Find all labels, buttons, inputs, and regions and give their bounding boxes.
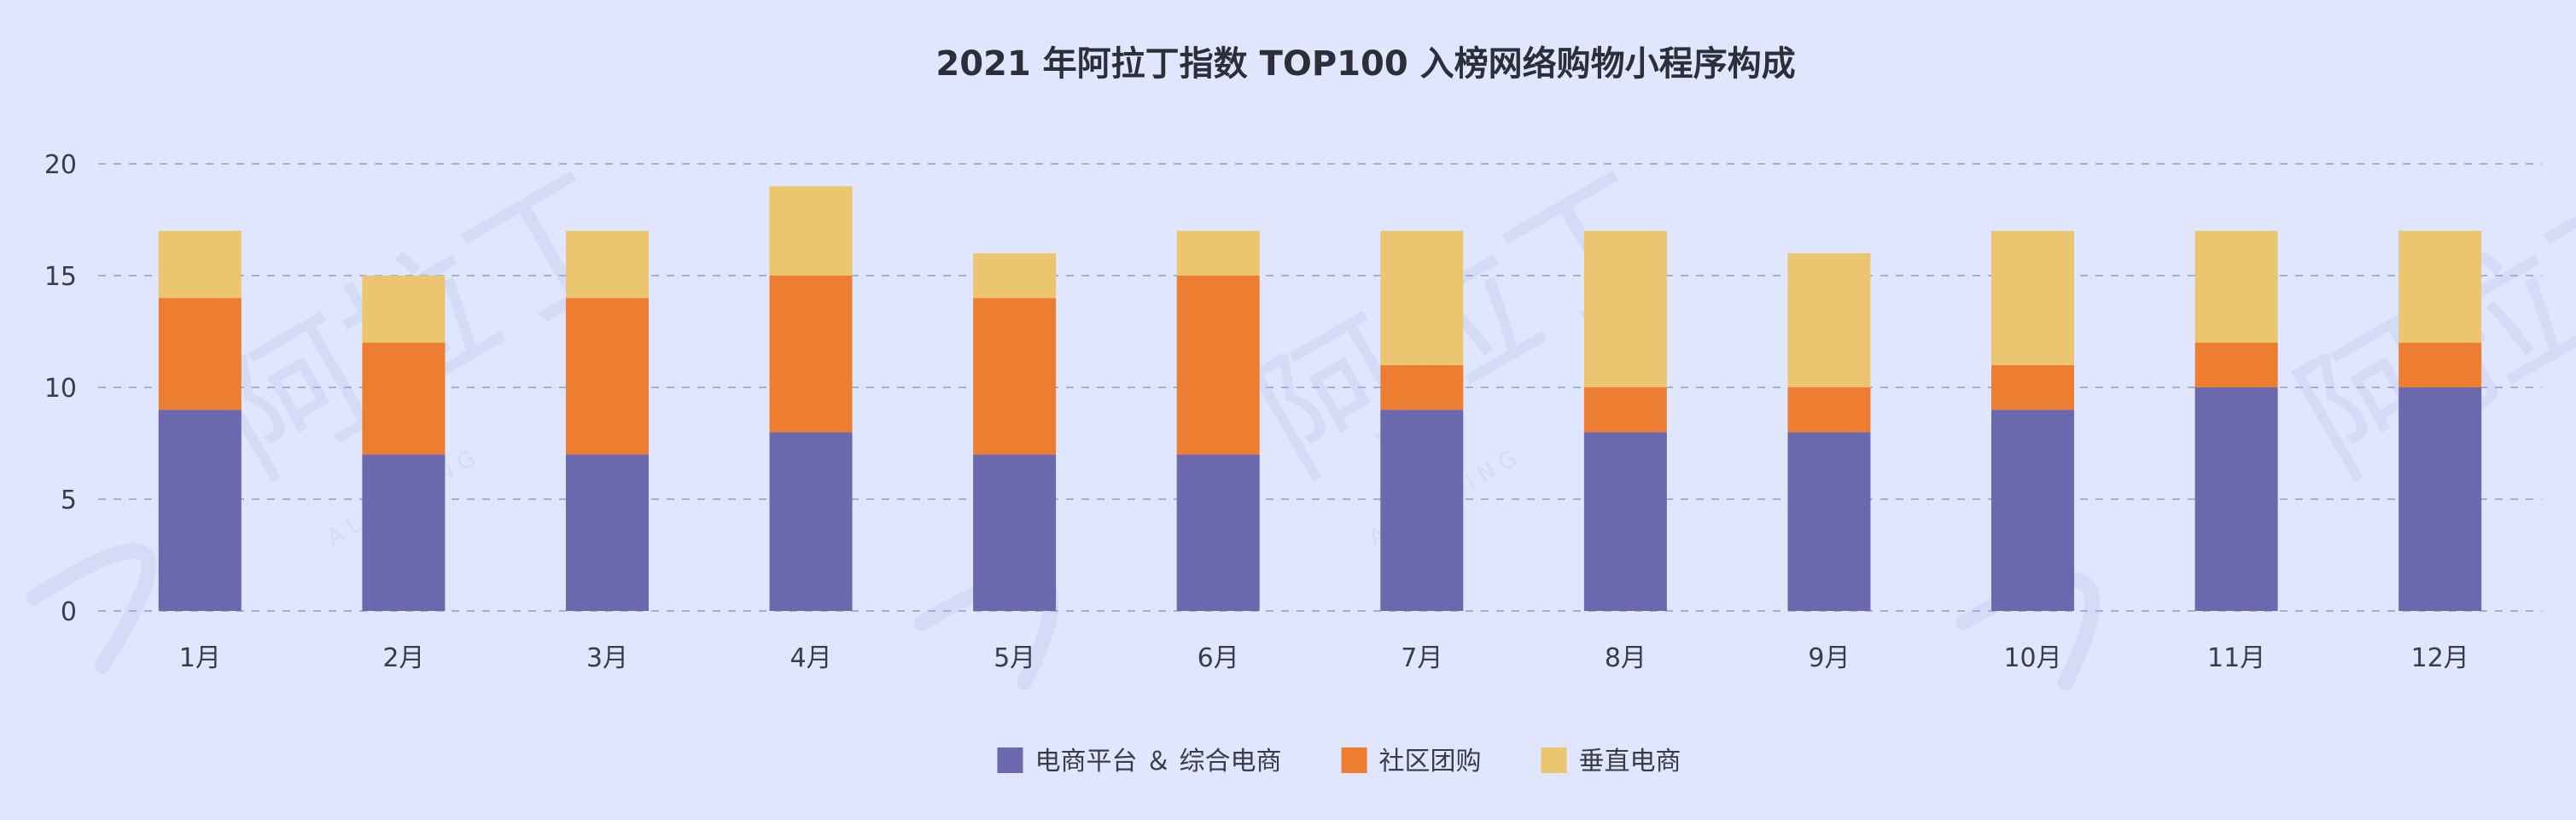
watermark-swoosh-1: [26, 543, 157, 673]
y-axis-ticks: 0 5 10 15 20: [44, 150, 77, 627]
legend: 电商平台 ＆ 综合电商 社区团购 垂直电商: [997, 747, 1681, 776]
bar-segment: [2194, 387, 2278, 611]
bar-segment: [769, 432, 853, 611]
bar-segment: [362, 454, 446, 611]
x-tick-label: 1月: [179, 643, 221, 673]
bar-segment: [565, 454, 649, 611]
bar-segment: [973, 454, 1057, 611]
y-tick-label: 20: [44, 150, 77, 180]
bar-segment: [362, 276, 446, 343]
legend-swatch: [1341, 747, 1367, 773]
x-tick-label: 10月: [2003, 643, 2061, 673]
legend-item: 电商平台 ＆ 综合电商: [997, 747, 1282, 776]
y-tick-label: 5: [61, 486, 77, 515]
legend-label: 垂直电商: [1579, 747, 1681, 776]
legend-swatch: [997, 747, 1023, 773]
x-axis-ticks: 1月 2月 3月 4月 5月 6月 7月 8月 9月 10月 11月 12月: [179, 643, 2469, 673]
bar-segment: [769, 186, 853, 276]
bar-segment: [2398, 387, 2482, 611]
legend-item: 垂直电商: [1541, 747, 1681, 776]
bar-segment: [1991, 230, 2075, 365]
x-tick-label: 4月: [790, 643, 831, 673]
bar-segment: [769, 276, 853, 433]
bar-segment: [2398, 230, 2482, 343]
bar-segment: [1991, 410, 2075, 611]
x-tick-label: 6月: [1198, 643, 1239, 673]
bar-segment: [1787, 432, 1871, 611]
bar-segment: [565, 230, 649, 299]
bar-segment: [1176, 230, 1260, 276]
bar-segment: [362, 342, 446, 455]
bar-segment: [158, 298, 242, 410]
chart-title: 2021 年阿拉丁指数 TOP100 入榜网络购物小程序构成: [935, 44, 1795, 84]
bar-segment: [1787, 387, 1871, 433]
x-tick-label: 7月: [1401, 643, 1442, 673]
bar-segment: [158, 230, 242, 299]
x-tick-label: 3月: [586, 643, 628, 673]
bar-segment: [1176, 276, 1260, 455]
bar-segment: [1583, 432, 1667, 611]
bar-segment: [1380, 230, 1464, 365]
bar-segment: [2398, 342, 2482, 387]
y-tick-label: 10: [44, 374, 77, 404]
bar-segment: [1583, 387, 1667, 433]
x-tick-label: 11月: [2207, 643, 2265, 673]
legend-label: 社区团购: [1379, 747, 1482, 776]
bar-segment: [1787, 253, 1871, 387]
x-tick-label: 2月: [382, 643, 424, 673]
bar-segment: [973, 298, 1057, 455]
x-tick-label: 9月: [1808, 643, 1850, 673]
bar-segment: [2194, 230, 2278, 343]
bar-segment: [565, 298, 649, 455]
legend-swatch: [1541, 747, 1567, 773]
bar-segment: [1991, 364, 2075, 410]
legend-item: 社区团购: [1341, 747, 1482, 776]
bar-segment: [973, 253, 1057, 299]
bar-segment: [1380, 410, 1464, 611]
bar-segment: [2194, 342, 2278, 387]
bar-segment: [158, 410, 242, 611]
x-tick-label: 12月: [2411, 643, 2469, 673]
bar-segment: [1380, 364, 1464, 410]
x-tick-label: 5月: [994, 643, 1035, 673]
bar-segment: [1583, 230, 1667, 387]
bars: [158, 186, 2482, 611]
legend-label: 电商平台 ＆ 综合电商: [1034, 747, 1281, 776]
bar-segment: [1176, 454, 1260, 611]
y-tick-label: 15: [44, 262, 77, 292]
x-tick-label: 8月: [1605, 643, 1646, 673]
y-tick-label: 0: [61, 597, 77, 627]
